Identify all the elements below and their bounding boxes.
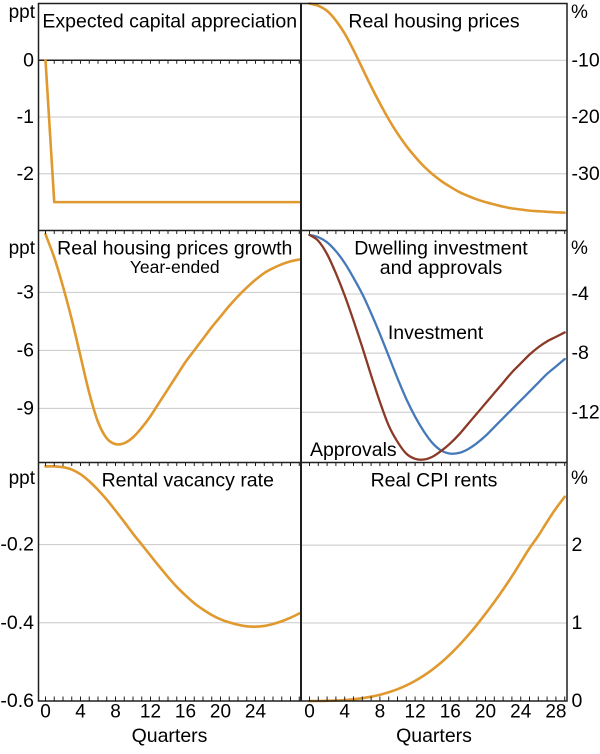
panel-2-title: Real housing prices <box>348 11 520 33</box>
panel-6-xtick-label: 28 <box>545 702 566 723</box>
panel-6-xtick-label: 8 <box>375 702 386 723</box>
panel-5-ytick-label: -0.2 <box>0 534 34 556</box>
panel-3-ytick-label: -6 <box>17 339 34 361</box>
panel-6-xtick-label: 0 <box>304 702 315 723</box>
y-axis-unit-ppt-row3: ppt <box>8 468 35 489</box>
panel-1-ytick-label: -1 <box>17 106 34 128</box>
x-axis-title-left: Quarters <box>131 725 208 747</box>
panel-6-title: Real CPI rents <box>371 470 498 492</box>
panel-6-xtick-label: 4 <box>339 702 350 723</box>
panel-1-series-expected-capital-appreciation-line <box>44 58 301 204</box>
panel-5-xtick-label: 0 <box>40 702 51 723</box>
panel-2-ytick-label: -20 <box>572 106 600 128</box>
panel-3-subtitle: Year-ended <box>130 257 220 277</box>
panel-4-ytick-label: -12 <box>572 401 600 423</box>
panel-4-series-investment-line <box>308 233 566 455</box>
y-axis-unit-ppt-row2: ppt <box>8 238 35 259</box>
panel-5-ytick-label: -0.4 <box>0 612 34 634</box>
panel-6-xtick-label: 20 <box>475 702 496 723</box>
y-axis-unit-pct-row2: % <box>571 238 588 259</box>
panel-2-ytick-label: -10 <box>572 49 600 71</box>
panel-5-xtick-label: 20 <box>210 702 231 723</box>
panel-5-xtick-label: 8 <box>110 702 121 723</box>
panel-4-ytick-label: -8 <box>572 342 589 364</box>
panel-4-title: and approvals <box>380 257 503 279</box>
figure-frame <box>37 2 568 702</box>
panel-2-ytick-label: -30 <box>572 163 600 185</box>
y-axis-unit-pct-row1: % <box>571 2 588 23</box>
panel-3-series-real-housing-prices-growth-year-ended-line <box>44 233 301 446</box>
panel-6-xtick-label: 24 <box>510 702 532 723</box>
panel-4-title: Dwelling investment <box>354 238 528 260</box>
panel-5-title: Rental vacancy rate <box>102 470 274 492</box>
panel-5-xtick-label: 24 <box>245 702 267 723</box>
panel-6-xtick-label: 12 <box>405 702 426 723</box>
panel-2-series-real-housing-prices-line <box>308 2 566 214</box>
panel-6-ytick-label: 1 <box>572 612 583 634</box>
panel-5-xtick-label: 16 <box>175 702 196 723</box>
panel-6-xtick-label: 16 <box>440 702 461 723</box>
panel-6-ytick-label: 2 <box>572 534 583 556</box>
panel-3-ytick-label: -9 <box>17 397 34 419</box>
panel-1-title: Expected capital appreciation <box>42 11 297 33</box>
panel-4-ytick-label: -4 <box>572 283 589 305</box>
annotation-investment: Investment <box>388 322 484 344</box>
panel-6-series-real-cpi-rents-line <box>308 495 566 703</box>
panel-3-title: Real housing prices growth <box>57 238 292 260</box>
panel-5-xtick-label: 12 <box>140 702 161 723</box>
panel-5-xtick-label: 4 <box>75 702 86 723</box>
annotation-approvals: Approvals <box>310 439 397 461</box>
y-axis-unit-pct-row3: % <box>571 468 588 489</box>
panel-1-ytick-label: 0 <box>23 49 34 71</box>
panel-1-ytick-label: -2 <box>17 163 34 185</box>
panel-4-series-approvals-line <box>308 233 566 461</box>
panel-5-series-rental-vacancy-rate-line <box>44 465 301 629</box>
panel-3-ytick-label: -3 <box>17 281 34 303</box>
panel-5-ytick-label: -0.6 <box>0 690 34 712</box>
x-axis-title-right: Quarters <box>396 725 472 747</box>
y-axis-unit-ppt-row1: ppt <box>8 2 35 23</box>
panel-6-ytick-label: 0 <box>572 690 583 712</box>
